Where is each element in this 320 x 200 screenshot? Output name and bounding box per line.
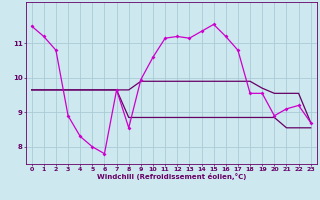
X-axis label: Windchill (Refroidissement éolien,°C): Windchill (Refroidissement éolien,°C) xyxy=(97,173,246,180)
